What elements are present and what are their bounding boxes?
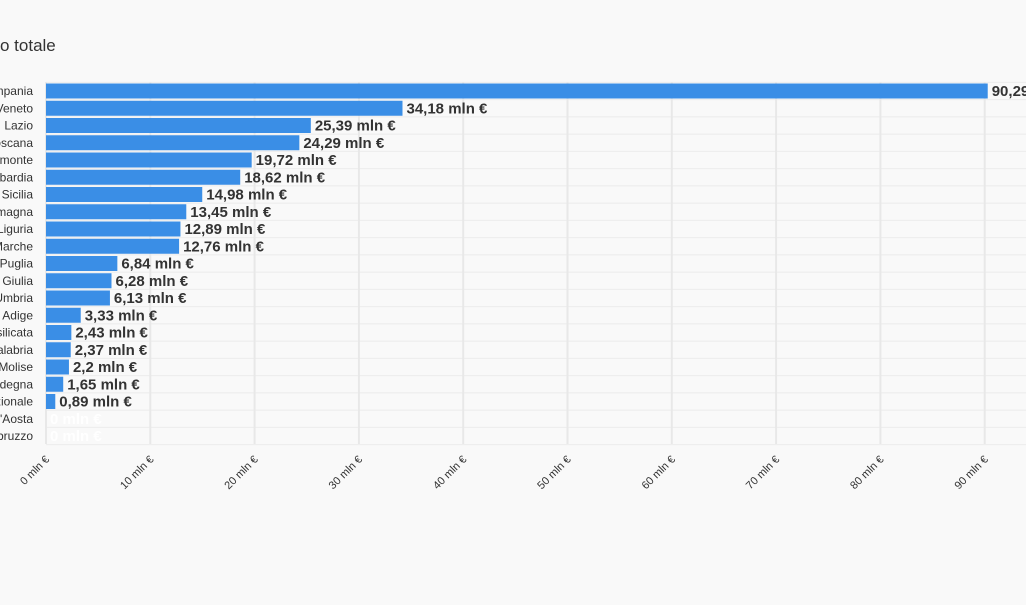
bar xyxy=(46,118,311,133)
data-label: 3,33 mln € xyxy=(85,307,158,324)
bar xyxy=(46,169,241,185)
category-label: asilicata xyxy=(0,326,33,340)
category-label: a Giulia xyxy=(0,274,33,288)
category-label: mpania xyxy=(0,84,33,98)
data-label: 0 mln € xyxy=(50,411,102,428)
data-label: 0 mln € xyxy=(50,428,102,445)
data-label: 12,89 mln € xyxy=(184,221,266,238)
x-tick-label: 20 mln € xyxy=(222,454,260,492)
category-label: ombardia xyxy=(0,170,33,184)
data-label: 90,29 mln € xyxy=(992,83,1026,100)
data-label: 0,89 mln € xyxy=(59,394,132,411)
category-label: azionale xyxy=(0,395,33,409)
data-label: 34,18 mln € xyxy=(406,100,488,117)
bar xyxy=(46,325,72,340)
bar xyxy=(46,221,181,237)
bar xyxy=(46,342,71,358)
x-tick-label: 90 mln € xyxy=(952,454,990,492)
category-label: bruzzo xyxy=(0,429,33,443)
x-tick-label: 10 mln € xyxy=(118,454,156,492)
bar xyxy=(46,135,300,151)
data-label: 1,65 mln € xyxy=(67,376,140,393)
category-label: Umbria xyxy=(0,291,33,305)
bar-layer xyxy=(46,83,988,409)
data-label: 2,37 mln € xyxy=(75,342,148,359)
data-label: 12,76 mln € xyxy=(183,238,265,255)
bar xyxy=(46,204,187,220)
bar xyxy=(46,238,180,254)
data-label: 18,62 mln € xyxy=(244,169,326,186)
data-label: 2,2 mln € xyxy=(73,359,138,376)
x-tick-label: 50 mln € xyxy=(535,454,573,492)
bar xyxy=(46,290,110,306)
x-tick-label: 60 mln € xyxy=(640,454,678,492)
label-layer: mpania 90,29 mln € Veneto 34,18 mln € Lazio 2… xyxy=(0,83,1026,445)
data-label: 6,13 mln € xyxy=(114,290,187,307)
chart-title: o totale xyxy=(0,36,56,55)
category-label: Puglia xyxy=(0,257,33,271)
category-label: Sicilia xyxy=(2,188,34,202)
bar xyxy=(46,307,81,323)
category-label: o Adige xyxy=(0,308,33,322)
data-label: 24,29 mln € xyxy=(303,135,385,152)
category-label: Lazio xyxy=(4,119,33,133)
bar xyxy=(46,256,118,271)
bar xyxy=(46,394,56,409)
bar xyxy=(46,376,64,392)
bar xyxy=(46,152,252,168)
x-tick-label: 0 mln € xyxy=(18,454,52,488)
category-label: Liguria xyxy=(0,222,33,236)
bar xyxy=(46,359,69,375)
x-tick-label: 40 mln € xyxy=(431,454,469,492)
category-label: Marche xyxy=(0,239,33,253)
category-label: Molise xyxy=(0,360,33,374)
bar xyxy=(46,273,112,289)
category-label: oscana xyxy=(0,136,33,150)
data-label: 13,45 mln € xyxy=(190,204,272,221)
category-label: rdegna xyxy=(0,377,33,391)
data-label: 19,72 mln € xyxy=(256,152,338,169)
data-label: 6,28 mln € xyxy=(116,273,189,290)
category-label: emonte xyxy=(0,153,33,167)
x-tick-label: 30 mln € xyxy=(327,454,365,492)
data-label: 2,43 mln € xyxy=(75,325,148,342)
bar xyxy=(46,100,403,116)
data-label: 14,98 mln € xyxy=(206,187,288,204)
bar xyxy=(46,83,988,99)
bar xyxy=(46,187,203,202)
category-label: Calabria xyxy=(0,343,33,357)
category-label: Veneto xyxy=(0,101,33,115)
x-tick-label: 70 mln € xyxy=(744,454,782,492)
x-tick-label: 80 mln € xyxy=(848,454,886,492)
category-label: d'Aosta xyxy=(0,412,33,426)
x-axis: 0 mln € 10 mln € 20 mln € 30 mln € 40 mln € 5… xyxy=(18,454,991,492)
data-label: 25,39 mln € xyxy=(315,118,397,135)
data-label: 6,84 mln € xyxy=(121,256,194,273)
category-label: omagna xyxy=(0,205,33,219)
